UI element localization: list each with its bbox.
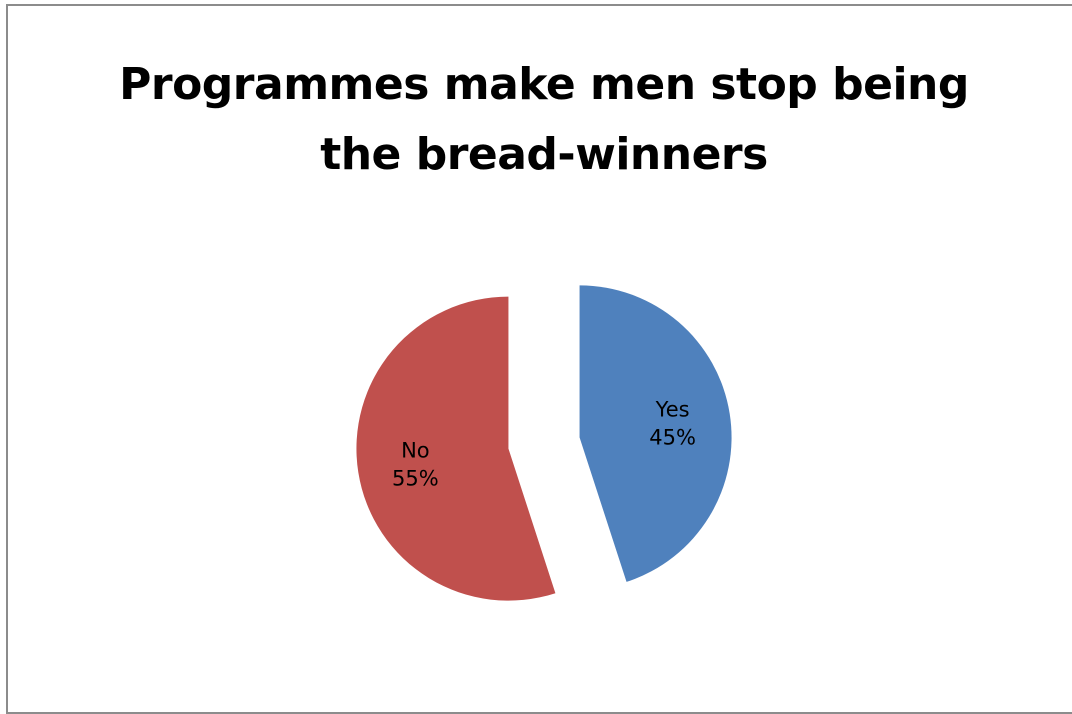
pie-slice-yes xyxy=(579,285,732,582)
chart-title: Programmes make men stop being the bread… xyxy=(8,50,1072,190)
slice-label-no: No xyxy=(401,438,430,462)
slice-label-yes: Yes xyxy=(655,398,690,422)
chart-title-line-1: Programmes make men stop being xyxy=(119,59,969,110)
pie-slice-no xyxy=(356,296,556,601)
slice-value-yes: 45% xyxy=(649,426,696,450)
chart-title-line-2: the bread-winners xyxy=(320,129,768,180)
slice-value-no: 55% xyxy=(392,466,439,490)
